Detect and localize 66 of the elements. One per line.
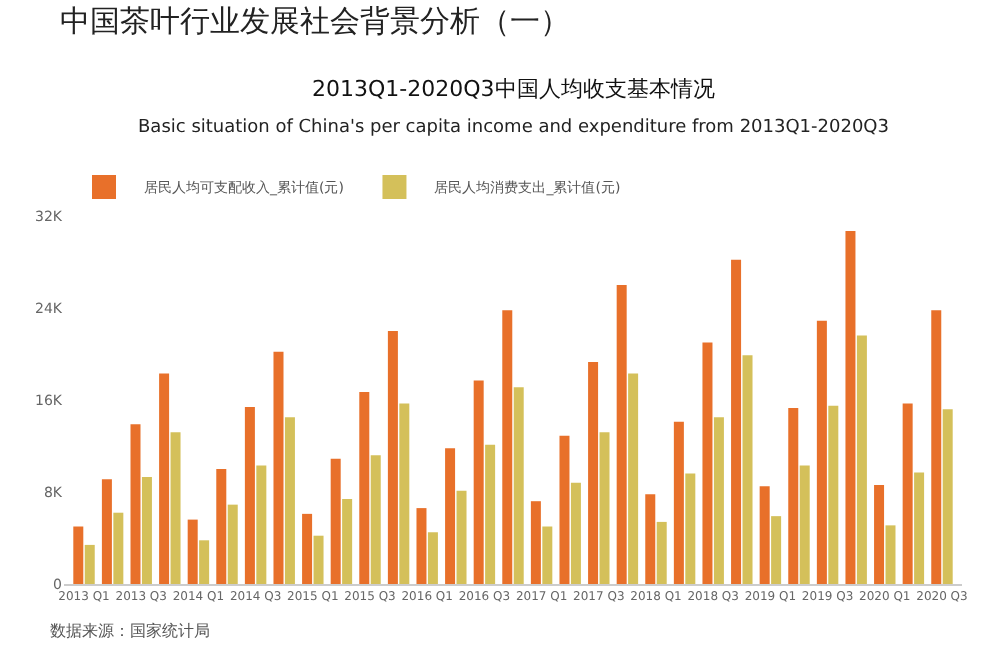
bar bbox=[227, 504, 238, 584]
bar bbox=[141, 477, 152, 584]
bar bbox=[199, 540, 210, 584]
bar bbox=[799, 465, 810, 584]
bar bbox=[101, 479, 112, 584]
bar bbox=[645, 494, 656, 584]
bar bbox=[216, 469, 227, 584]
chart-subtitle: 2013Q1-2020Q3中国人均收支基本情况 bbox=[312, 76, 715, 102]
bar bbox=[359, 391, 370, 584]
bar bbox=[387, 331, 398, 584]
bar bbox=[170, 432, 181, 584]
source-note: 数据来源：国家统计局 bbox=[50, 622, 210, 640]
bar bbox=[187, 519, 198, 584]
bar bbox=[628, 373, 639, 584]
text: Basic situation of China's per capita income and expenditure from 2013Q1-2020Q3 bbox=[138, 118, 889, 138]
bar bbox=[502, 310, 513, 584]
bar bbox=[856, 335, 867, 584]
bar bbox=[445, 448, 456, 584]
bar bbox=[513, 387, 524, 584]
bar bbox=[284, 417, 295, 584]
bar bbox=[342, 498, 353, 584]
bar bbox=[942, 409, 953, 584]
bar bbox=[914, 472, 925, 584]
bar bbox=[788, 408, 799, 584]
bar bbox=[673, 421, 684, 584]
bar bbox=[399, 403, 410, 584]
bar bbox=[713, 417, 724, 584]
bar bbox=[588, 362, 599, 584]
bar bbox=[759, 486, 770, 584]
bar bbox=[742, 355, 753, 584]
bar bbox=[874, 485, 885, 584]
bar bbox=[542, 526, 553, 584]
bar bbox=[256, 465, 267, 584]
bar bbox=[456, 490, 467, 584]
bar bbox=[771, 516, 782, 584]
bar bbox=[84, 544, 95, 584]
bar bbox=[244, 406, 255, 584]
bar bbox=[816, 320, 827, 584]
bar bbox=[273, 351, 284, 584]
bar bbox=[616, 285, 627, 584]
bar bbox=[599, 432, 610, 584]
bar bbox=[685, 473, 696, 584]
bar bbox=[113, 512, 124, 584]
bar bbox=[559, 435, 570, 584]
bar bbox=[302, 513, 313, 584]
bar bbox=[159, 373, 170, 584]
bar bbox=[313, 535, 324, 584]
bar bbox=[73, 526, 84, 584]
bar bbox=[130, 424, 141, 584]
bar bbox=[485, 444, 496, 584]
bar bbox=[530, 501, 541, 584]
chart-title: 中国茶叶行业发展社会背景分析（一） bbox=[59, 2, 570, 39]
bar bbox=[931, 310, 942, 584]
bar bbox=[828, 405, 839, 584]
bar bbox=[731, 259, 742, 584]
bar bbox=[702, 342, 713, 584]
bar bbox=[570, 482, 581, 584]
bar bbox=[845, 230, 856, 584]
bar bbox=[416, 508, 427, 584]
bar bbox=[902, 403, 913, 584]
bar bbox=[427, 532, 438, 584]
bar bbox=[330, 458, 341, 584]
bar bbox=[885, 525, 896, 584]
bar bbox=[473, 380, 484, 584]
bar bbox=[656, 521, 667, 584]
bar bbox=[370, 455, 381, 584]
